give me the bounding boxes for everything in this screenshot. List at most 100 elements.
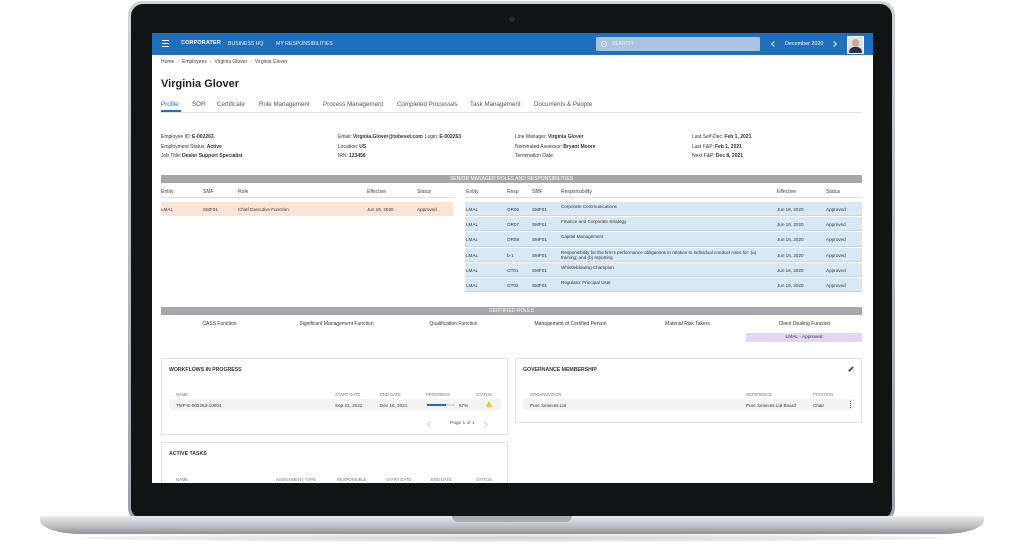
detail-value: Dealer Support Specialist [182,153,243,159]
tab[interactable]: Completed Processes [397,101,458,108]
governance-row [523,399,855,410]
pager-next[interactable] [480,420,489,429]
responsibility-cell: OR08 [507,237,520,243]
role-cell: SMF01 [203,207,218,212]
responsibility-row [465,217,862,232]
responsibility-row [465,247,862,262]
detail-value: Feb 1, 2021 [724,134,752,140]
prev-period[interactable] [771,41,777,47]
responsibility-cell: Jun 16, 2020 [777,267,804,273]
certified-status: LMAL - Approved [746,333,862,342]
responsibility-cell: SMF01 [532,267,547,273]
certified-function: CASS Function [202,321,237,327]
responsibility-cell: SMF01 [532,222,547,228]
column-header: SMF [203,189,214,195]
menu-line [162,40,169,41]
pager-prev[interactable] [426,420,435,429]
tabs-divider [161,112,862,113]
avatar[interactable] [847,36,864,54]
responsibility-cell: LMAL [466,222,479,228]
tab[interactable]: Certificate [217,101,245,108]
responsibility-row [465,262,862,277]
search-icon [601,41,607,47]
responsibility-cell: Corporate Communications [561,204,617,209]
menu-icon[interactable] [162,40,169,47]
nav-link[interactable]: BUSINESS HQ [228,41,264,47]
workflow-name[interactable]: TMP-E-002263-10004 [176,403,222,408]
responsibility-cell: Jun 16, 2020 [777,207,804,212]
warning-icon [486,401,492,407]
period[interactable]: December 2020 [785,41,824,47]
governance-panel: GOVERNANCE MEMBERSHIP ORGANIZATION REFEREN… [515,358,862,423]
tab[interactable]: Profile [161,101,179,108]
responsibility-cell: Jun 16, 2020 [777,222,804,228]
detail-label: Nominated Assessor: [515,144,563,150]
breadcrumb-item: Virginia Glover [247,59,287,65]
next-period[interactable] [831,41,837,47]
detail-line: Termination Date: [515,153,554,159]
column-header: END DATE [380,392,401,397]
column-header: Status [417,189,432,195]
breadcrumb-item[interactable]: Virginia Glover [207,59,247,65]
tab[interactable]: SOR [192,101,206,108]
detail-value: Feb 1, 2021 [714,144,742,150]
progress-fill [427,403,446,406]
responsibility-cell: Approved [826,222,846,228]
detail-line: Nominated Assessor:Bryant Moore [515,144,595,150]
detail-label: Employment Status: [161,144,206,150]
responsibility-cell: Regulator Principal User [561,280,611,285]
responsibility-cell: OT02 [507,283,519,288]
responsibility-cell: LMAL [466,252,479,258]
search-placeholder: SEARCH [612,41,633,47]
row-menu[interactable] [850,401,852,408]
detail-label: Last Self-Dec: [692,134,724,140]
detail-value: Virginia.Glover@tobeset.com [352,134,423,140]
responsibility-cell: OT01 [507,267,519,273]
detail-label: Job Title: [161,153,182,159]
top-bar: CORPORATER BUSINESS HQ MY RESPONSIBILITIES… [152,33,873,55]
breadcrumb-item[interactable]: Home [161,59,175,65]
governance-cell: Pure Services Ltd [530,403,567,408]
panel-title: WORKFLOWS IN PROGRESS [169,367,242,373]
tab[interactable]: Documents & People [534,101,593,108]
tab[interactable]: Task Management [470,101,521,108]
role-cell: Chief Executive Function [238,207,289,212]
column-header: ASSIGNMENT TYPE [276,477,316,482]
detail-line: Employment Status:Active [161,144,222,150]
column-header: Entity [466,189,479,195]
responsibility-cell: Jun 16, 2020 [777,237,804,243]
responsibility-cell: Approved [826,207,846,212]
responsibility-cell: OR07 [507,222,520,228]
tab[interactable]: Process Management [323,101,384,108]
detail-value: Active [206,144,222,150]
active-tasks-panel: ACTIVE TASKS NAME ASSIGNMENT TYPE RESPONSIB… [161,442,508,483]
panel-title: GOVERNANCE MEMBERSHIP [523,367,597,373]
role-cell: LMAL [161,207,174,212]
detail-value: E-002263 [439,134,462,140]
column-header: STATUS [476,477,492,482]
nav-link[interactable]: MY RESPONSIBILITIES [276,41,333,47]
breadcrumb-item[interactable]: Employees [174,59,206,65]
page-title: Virginia Glover [161,78,240,90]
column-header: SMF [532,189,543,195]
tab[interactable]: Role Management [259,101,310,108]
workflow-row [169,399,501,410]
responsibility-cell: SMF01 [532,207,547,212]
detail-label: IRN: [338,153,348,159]
detail-label: Line Manager: [515,134,547,140]
responsibility-cell: SMF01 [532,252,547,258]
certified-function: Material Risk Takers [665,321,710,327]
avatar-body [849,47,862,53]
laptop-notch [452,516,572,522]
detail-line: Line Manager:Virginia Glover [515,134,583,140]
workflows-panel: WORKFLOWS IN PROGRESS NAME START DATE END D… [161,358,508,435]
edit-icon[interactable] [848,366,854,372]
search-box[interactable]: SEARCH [596,37,760,51]
column-header: Entity [161,189,174,195]
panel-title: ACTIVE TASKS [169,451,207,457]
responsibility-cell: OR05 [507,207,520,212]
detail-line: Next F&P:Dec 8, 2021 [692,153,743,159]
detail-value: Dec 8, 2021 [715,153,744,159]
laptop-base [40,516,984,534]
responsibility-cell: LMAL [466,267,479,273]
